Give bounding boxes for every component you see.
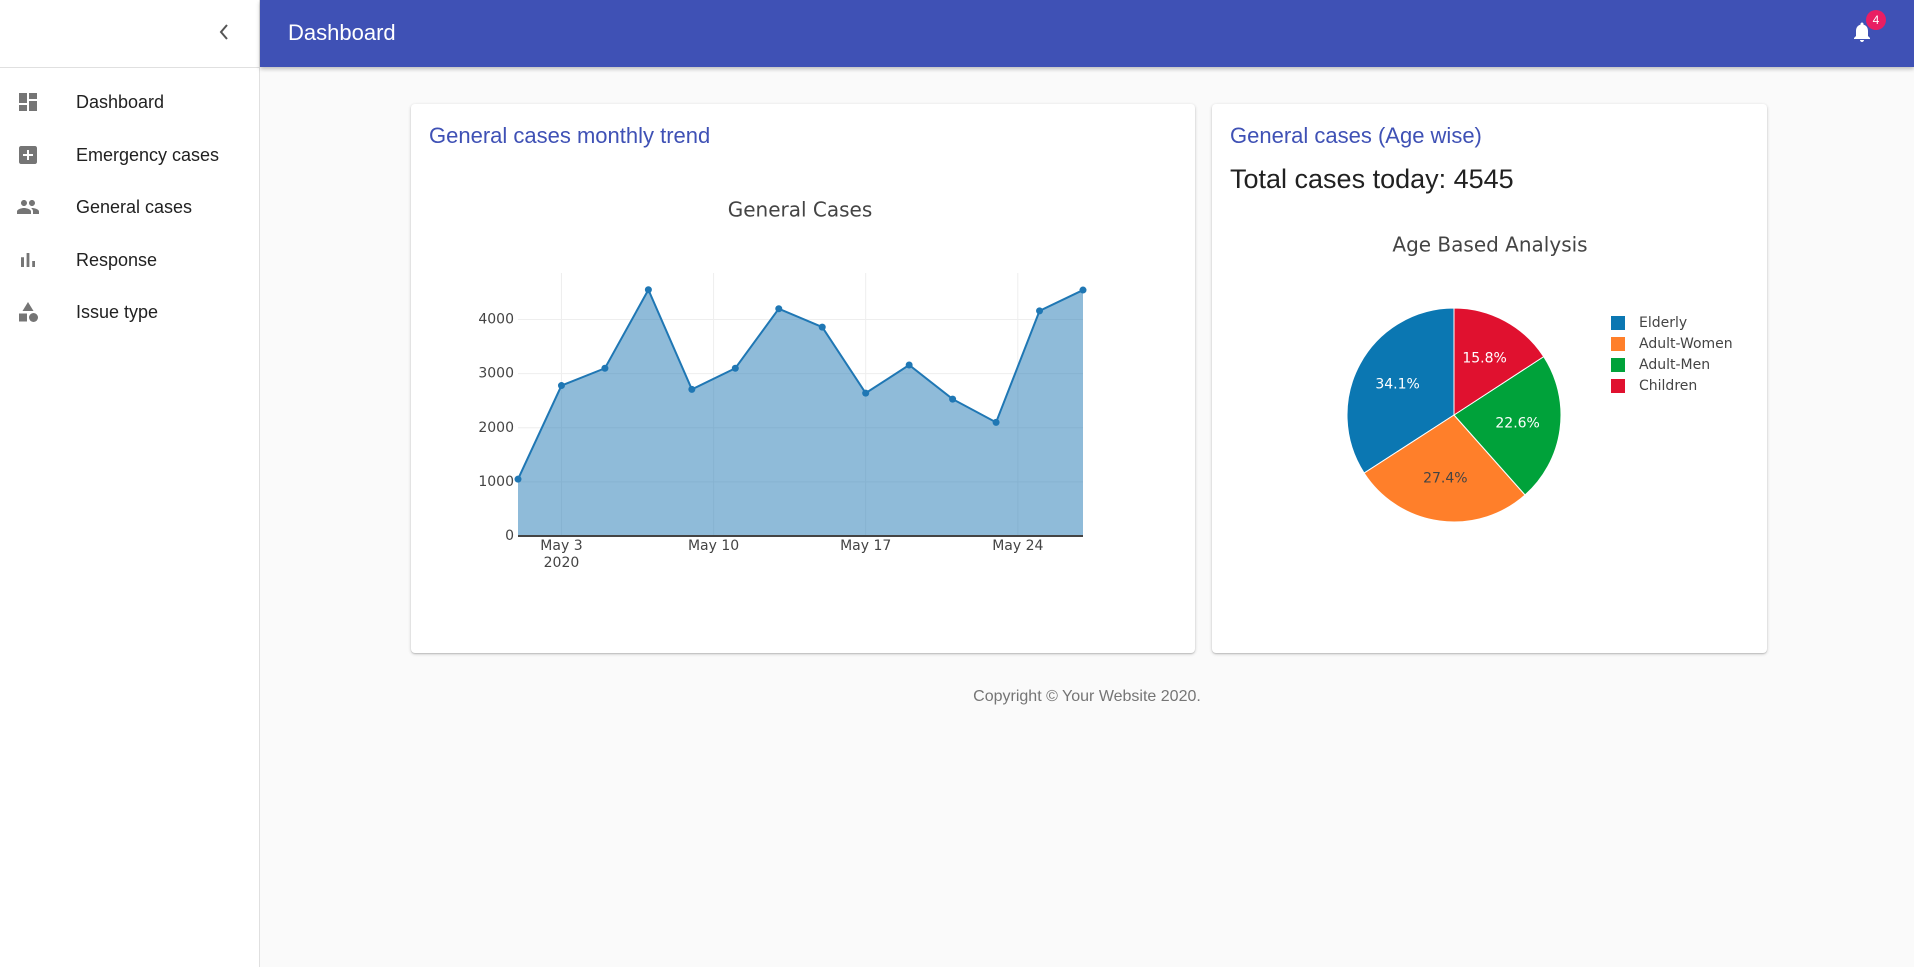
app-bar: Dashboard 4	[260, 0, 1914, 67]
notifications-button[interactable]	[1850, 20, 1874, 44]
card-title: General cases monthly trend	[429, 123, 711, 148]
nav-item[interactable]: Response	[0, 236, 259, 284]
notification-badge: 4	[1866, 10, 1886, 30]
total-cases: Total cases today: 4545	[1230, 164, 1514, 194]
icon	[19, 302, 38, 322]
icon	[19, 146, 37, 164]
icon	[21, 253, 35, 267]
nav-label: General cases	[76, 197, 193, 217]
footer: Copyright © Your Website 2020.	[973, 688, 1201, 705]
sidebar: Dashboard Emergency cases General cases …	[0, 0, 260, 967]
collapse-button[interactable]	[214, 20, 234, 44]
divider	[0, 67, 260, 68]
nav-item[interactable]: Issue type	[0, 288, 259, 336]
card-title: General cases (Age wise)	[1230, 123, 1482, 148]
nav-label: Emergency cases	[76, 145, 220, 165]
trend-card: General cases monthly trend	[411, 104, 1195, 653]
app-title: Dashboard	[288, 20, 396, 45]
age-card: General cases (Age wise) Total cases tod…	[1212, 104, 1767, 653]
nav-label: Dashboard	[76, 92, 165, 112]
icon	[17, 200, 39, 214]
icon	[19, 93, 37, 111]
nav-label: Issue type	[76, 302, 159, 322]
nav-item[interactable]: General cases	[0, 183, 259, 231]
nav-item[interactable]: Emergency cases	[0, 131, 259, 179]
nav-label: Response	[76, 250, 158, 270]
nav-item[interactable]: Dashboard	[0, 78, 259, 126]
